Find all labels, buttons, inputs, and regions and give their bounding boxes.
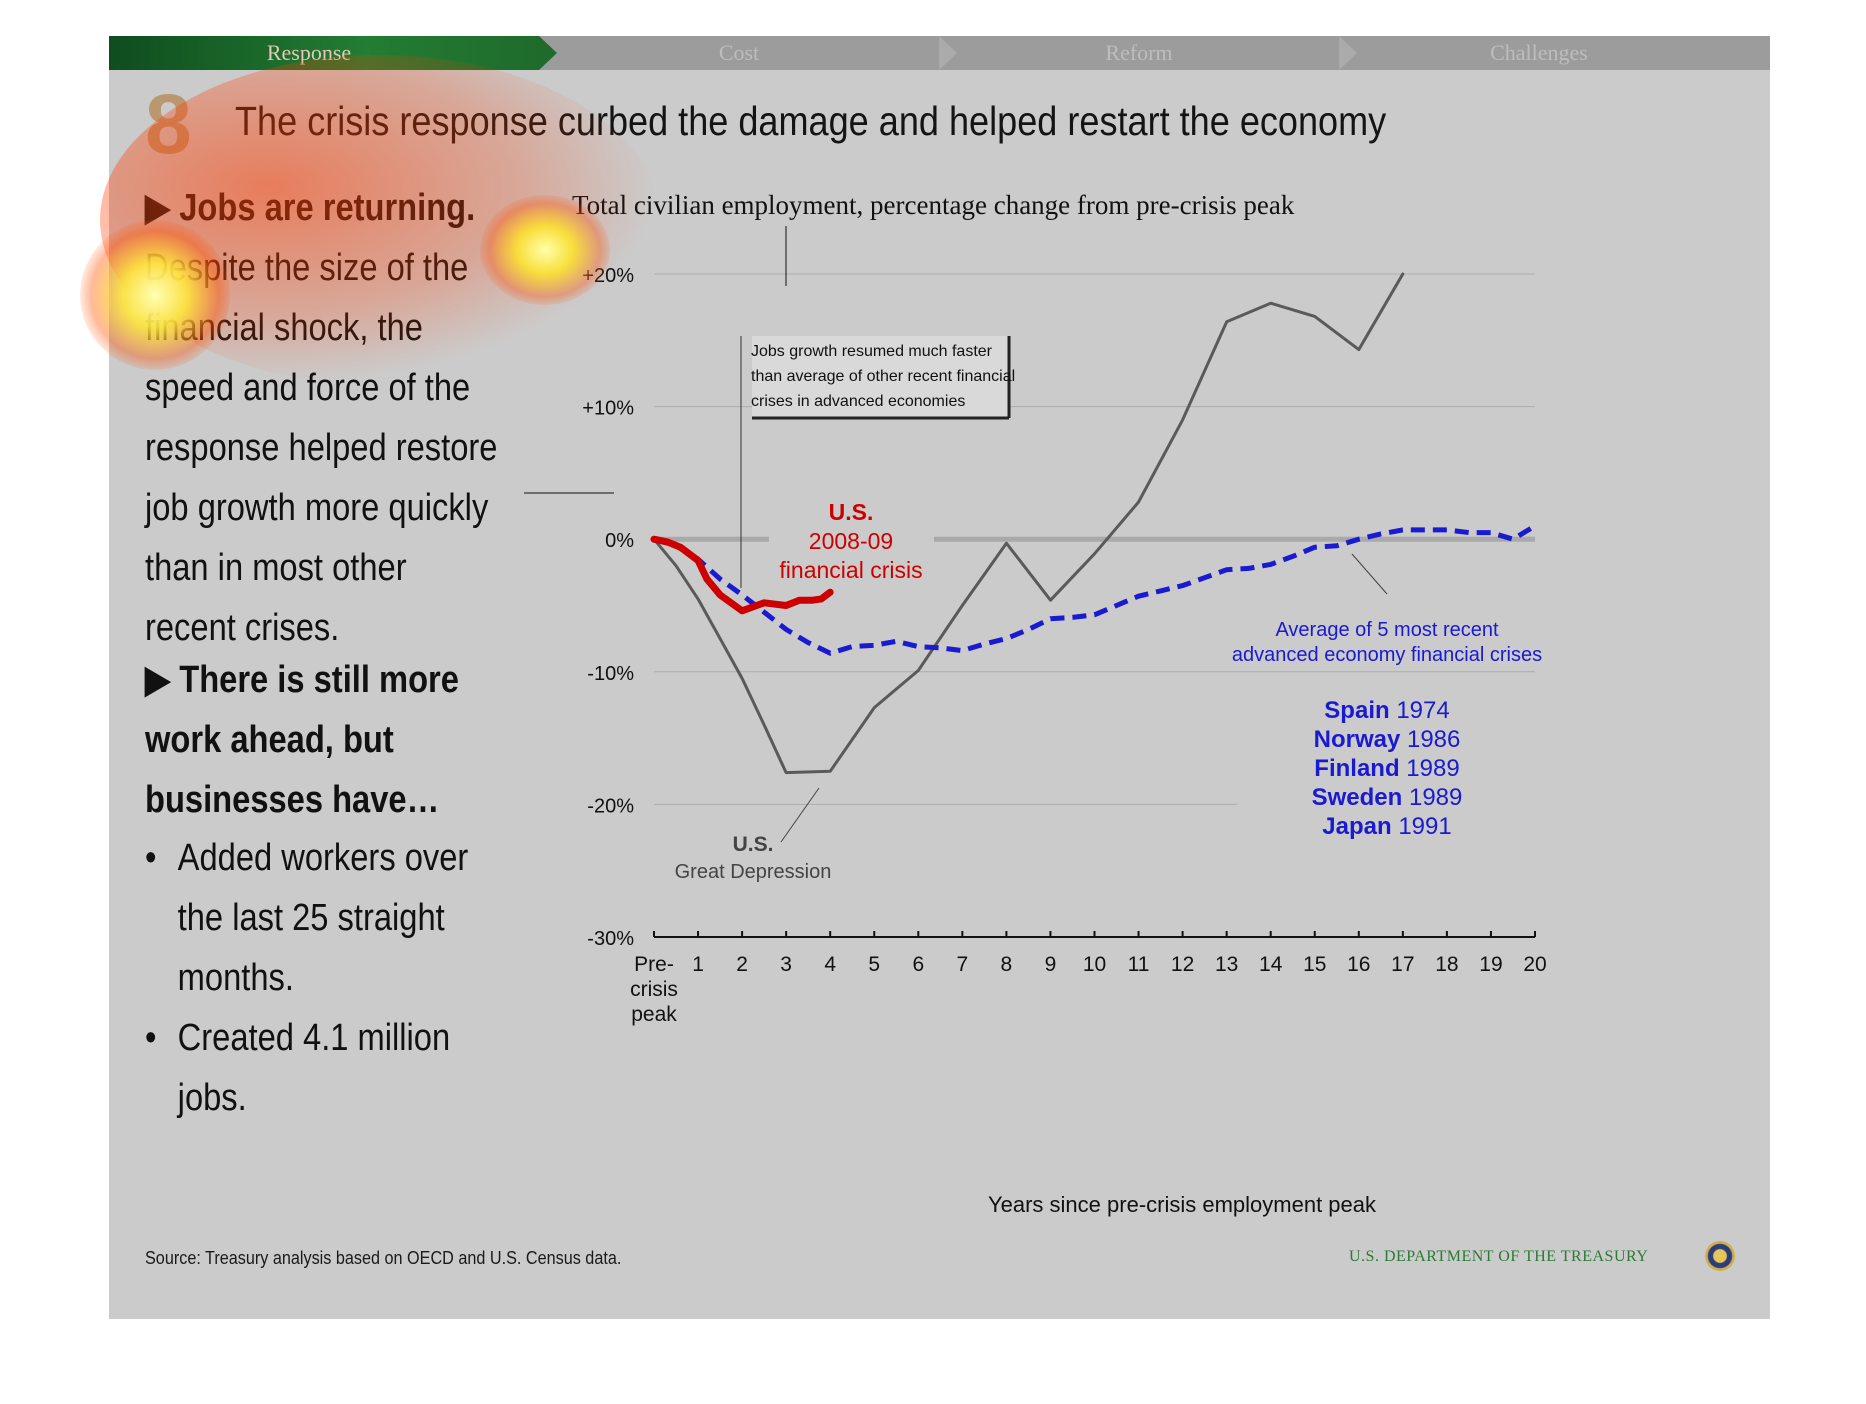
x-tick-label: 7 <box>957 953 969 976</box>
x-tick-label: 3 <box>780 953 792 976</box>
slide: Response Cost Reform Challenges 8 The cr… <box>109 36 1770 1319</box>
x-tick-label: 20 <box>1523 953 1546 976</box>
country-name: Spain <box>1324 697 1396 724</box>
country-entry: Spain 1974 <box>1324 697 1449 724</box>
chart-title: Total civilian employment, percentage ch… <box>572 190 1295 220</box>
heading-line: businesses have… <box>145 779 440 821</box>
x-tick-label: 8 <box>1001 953 1013 976</box>
x-tick-label: 1 <box>692 953 704 976</box>
heading-line: work ahead, but <box>145 719 394 761</box>
arrow-right-icon: ▶ <box>145 659 171 701</box>
callout-box: Jobs growth resumed much faster than aver… <box>751 336 1015 420</box>
country-entry: Japan 1991 <box>1322 813 1451 840</box>
depression-label: Great Depression <box>675 861 832 883</box>
employment-line-chart: Total civilian employment, percentage ch… <box>524 190 1547 1217</box>
bullet-line: Created 4.1 million <box>177 1017 451 1059</box>
x-tick-label: 18 <box>1435 953 1458 976</box>
bullet-icon: • <box>145 837 157 879</box>
series-line <box>653 523 1537 656</box>
x-tick-label: 19 <box>1479 953 1502 976</box>
bullet-line: the last 25 straight <box>177 897 445 939</box>
x-tick-label: crisis <box>630 978 678 1001</box>
para-line: recent crises. <box>145 607 340 649</box>
list-item: • Added workers over the last 25 straigh… <box>145 828 539 1008</box>
average-leader <box>1351 553 1388 595</box>
country-entry: Finland 1989 <box>1314 755 1459 782</box>
y-tick-label: -10% <box>587 663 634 685</box>
depression-label: U.S. <box>733 833 774 856</box>
y-tick-label: -30% <box>587 928 634 950</box>
series-line <box>650 535 834 615</box>
callout-background <box>752 336 1010 418</box>
average-label: Average of 5 most recent <box>1275 619 1499 641</box>
country-year: 1991 <box>1398 813 1451 840</box>
tab-reform[interactable]: Reform <box>1105 40 1173 65</box>
x-tick-label: Pre- <box>634 953 674 976</box>
bullet-line: Added workers over <box>177 837 469 879</box>
country-name: Finland <box>1314 755 1406 782</box>
x-tick-label: 12 <box>1171 953 1194 976</box>
x-tick-label: 13 <box>1215 953 1238 976</box>
callout-text: crises in advanced economies <box>751 393 965 410</box>
x-tick-label: peak <box>631 1003 677 1026</box>
x-tick-label: 16 <box>1347 953 1370 976</box>
country-entry: Sweden 1989 <box>1312 784 1463 811</box>
x-tick-label: 6 <box>912 953 924 976</box>
source-note: Source: Treasury analysis based on OECD … <box>145 1248 622 1268</box>
x-tick-label: 10 <box>1083 953 1106 976</box>
country-year: 1974 <box>1396 697 1449 724</box>
y-tick-label: +10% <box>582 398 634 420</box>
series-line <box>652 272 1405 775</box>
x-tick-label: 17 <box>1391 953 1414 976</box>
bullet-icon: • <box>145 1017 157 1059</box>
x-axis-label: Years since pre-crisis employment peak <box>988 1192 1377 1217</box>
para-line: job growth more quickly <box>145 487 489 529</box>
tab-cost[interactable]: Cost <box>718 40 760 65</box>
list-item: • Created 4.1 million jobs. <box>145 1008 539 1128</box>
y-tick-label: 0% <box>605 530 634 552</box>
country-year: 1989 <box>1409 784 1462 811</box>
heading-more-work: ▶ There is still more work ahead, but bu… <box>145 650 506 830</box>
us-2008-label: 2008-09 <box>809 528 893 554</box>
tab-challenges[interactable]: Challenges <box>1490 40 1588 65</box>
callout-text: than average of other recent financial <box>751 368 1015 385</box>
x-tick-label: 2 <box>736 953 748 976</box>
heading-line: There is still more <box>179 659 459 701</box>
x-tick-label: 5 <box>868 953 880 976</box>
country-name: Japan <box>1322 813 1398 840</box>
average-label: advanced economy financial crises <box>1232 644 1542 666</box>
bullet-line: jobs. <box>177 1077 247 1119</box>
us-2008-label: U.S. <box>829 499 874 525</box>
country-year: 1986 <box>1407 726 1460 753</box>
x-tick-label: 15 <box>1303 953 1326 976</box>
depression-leader <box>780 787 820 843</box>
x-tick-label: 11 <box>1128 953 1150 976</box>
treasury-seal-icon <box>1705 1241 1735 1271</box>
para-line: than in most other <box>145 547 407 589</box>
country-entry: Norway 1986 <box>1314 726 1461 753</box>
x-tick-label: 9 <box>1045 953 1057 976</box>
country-year: 1989 <box>1406 755 1459 782</box>
country-name: Sweden <box>1312 784 1409 811</box>
x-tick-label: 14 <box>1259 953 1283 976</box>
chevron-right-icon <box>1339 36 1357 70</box>
para-line: response helped restore <box>145 427 498 469</box>
x-tick-label: 4 <box>824 953 836 976</box>
agency-name: U.S. DEPARTMENT OF THE TREASURY <box>1349 1248 1649 1265</box>
y-tick-label: +20% <box>582 265 634 287</box>
callout-text: Jobs growth resumed much faster <box>751 343 993 360</box>
chevron-right-icon <box>939 36 957 70</box>
us-2008-label: financial crisis <box>779 557 922 583</box>
country-name: Norway <box>1314 726 1407 753</box>
y-tick-label: -20% <box>587 795 634 817</box>
bullet-line: months. <box>177 957 294 999</box>
